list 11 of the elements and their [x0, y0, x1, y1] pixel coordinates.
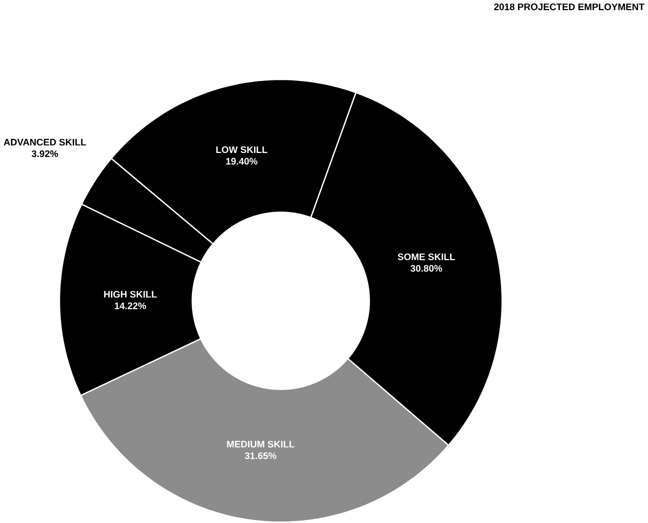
slice-label: ADVANCED SKILL: [4, 138, 86, 146]
data-label: 3.92%: [32, 150, 58, 158]
data-label: 19.40%: [226, 158, 258, 165]
slice-label: HIGH SKILL: [104, 291, 157, 298]
slice-label: LOW SKILL: [216, 146, 268, 154]
text: 2018 PROJECTED EMPLOYMENT: [494, 4, 644, 10]
data-label: 30.80%: [410, 265, 442, 272]
data-label: 31.65%: [244, 452, 276, 460]
slice-label: SOME SKILL: [398, 254, 455, 260]
data-label: 14.22%: [114, 302, 146, 310]
slice-label: MEDIUM SKILL: [227, 440, 294, 448]
